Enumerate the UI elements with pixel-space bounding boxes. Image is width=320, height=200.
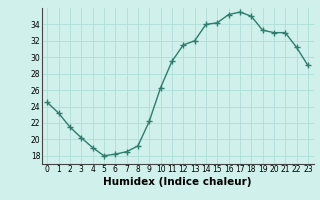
X-axis label: Humidex (Indice chaleur): Humidex (Indice chaleur) (103, 177, 252, 187)
